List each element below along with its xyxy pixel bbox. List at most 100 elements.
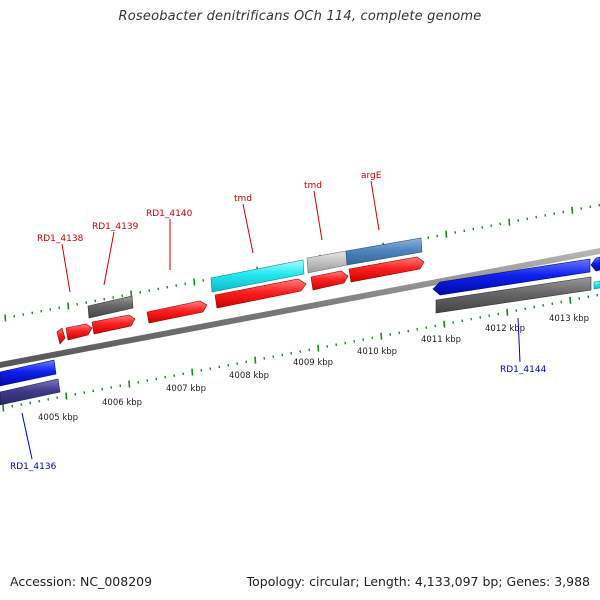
lower-tick xyxy=(290,351,293,355)
leader-rd1-4144 xyxy=(517,317,521,363)
gene-rd1-4140[interactable] xyxy=(146,300,208,324)
upper-tick xyxy=(85,301,88,304)
lower-tick xyxy=(110,386,113,389)
lower-tick xyxy=(398,331,401,335)
cds-right-edge[interactable] xyxy=(593,280,600,290)
upper-tick xyxy=(544,214,547,217)
lower-tick xyxy=(47,398,50,401)
lower-tick xyxy=(551,302,554,306)
upper-tick xyxy=(499,222,502,226)
lower-tick xyxy=(416,327,419,331)
ruler-labels: 4005 kbp 4006 kbp 4007 kbp 4008 kbp 4009… xyxy=(38,314,589,423)
gene-arge[interactable] xyxy=(348,256,425,283)
lower-tick xyxy=(173,374,176,377)
lower-tick xyxy=(146,379,149,382)
lower-tick xyxy=(389,333,392,336)
cds-rd1-4136[interactable] xyxy=(0,378,61,406)
upper-tick xyxy=(598,203,600,207)
label-arge[interactable]: argE xyxy=(361,171,382,181)
cds-rd1-4139[interactable] xyxy=(87,295,134,319)
lower-tick xyxy=(128,380,131,388)
upper-tick xyxy=(526,217,529,221)
lower-tick xyxy=(425,326,428,329)
lower-tick xyxy=(542,304,545,307)
cds-arge[interactable] xyxy=(345,237,423,266)
ruler-label-4009: 4009 kbp xyxy=(293,358,333,368)
lower-tick xyxy=(353,339,356,343)
label-rd1-4140[interactable]: RD1_4140 xyxy=(146,209,193,219)
map-title: Roseobacter denitrificans OCh 114, compl… xyxy=(118,9,482,24)
upper-tick xyxy=(193,278,196,286)
gene-tmd-1[interactable] xyxy=(214,278,307,309)
label-tmd-2[interactable]: tmd xyxy=(304,181,322,191)
lower-tick xyxy=(560,300,563,304)
label-tmd-1[interactable]: tmd xyxy=(234,194,252,204)
leader-tmd-2 xyxy=(313,190,323,241)
upper-tick xyxy=(508,218,511,226)
gene-tmd-2[interactable] xyxy=(310,270,349,291)
lower-tick xyxy=(344,341,347,345)
upper-tick xyxy=(121,294,124,298)
upper-tick xyxy=(148,289,151,292)
lower-tick xyxy=(272,355,275,359)
upper-tick xyxy=(589,205,592,209)
upper-tick xyxy=(580,207,583,210)
lower-tick xyxy=(470,317,473,321)
lower-tick xyxy=(155,377,158,381)
label-rd1-4138[interactable]: RD1_4138 xyxy=(37,234,84,244)
leader-tmd-1 xyxy=(242,203,254,254)
lower-tick xyxy=(200,369,203,372)
lower-tick xyxy=(497,312,500,316)
upper-tick xyxy=(40,309,43,313)
lower-tick xyxy=(380,332,383,340)
cds-tmd-2[interactable] xyxy=(306,250,348,274)
lower-tick xyxy=(137,381,140,384)
lower-tick xyxy=(434,324,437,328)
upper-tick xyxy=(22,313,25,316)
lower-tick xyxy=(119,384,122,388)
upper-tick xyxy=(49,308,52,311)
lower-tick xyxy=(317,344,320,352)
upper-tick xyxy=(139,291,142,294)
lower-tick xyxy=(407,329,410,333)
lower-tick xyxy=(506,308,509,316)
label-rd1-4139[interactable]: RD1_4139 xyxy=(92,222,139,232)
lower-tick xyxy=(569,296,572,304)
lower-tick xyxy=(101,387,104,391)
gene-rd1-4144[interactable] xyxy=(432,258,591,296)
lower-tick xyxy=(488,314,491,318)
lower-tick xyxy=(578,297,581,300)
lower-tick xyxy=(20,403,23,406)
lower-tick xyxy=(11,404,14,408)
lower-tick xyxy=(587,295,590,299)
cds-rd1-4144[interactable] xyxy=(435,276,592,314)
ruler-label-4005: 4005 kbp xyxy=(38,413,78,423)
gene-rd1-4137[interactable] xyxy=(56,327,66,345)
upper-tick xyxy=(571,206,574,214)
upper-tick xyxy=(535,215,538,219)
lower-tick xyxy=(281,353,284,357)
leader-rd1-4139 xyxy=(103,231,115,286)
upper-tick xyxy=(58,306,61,310)
gene-right-edge[interactable] xyxy=(590,256,600,272)
lower-tick xyxy=(479,316,482,319)
lower-tick xyxy=(92,389,95,393)
lower-tick xyxy=(596,293,599,297)
upper-tick xyxy=(454,231,457,234)
ruler-label-4012: 4012 kbp xyxy=(485,324,525,334)
ruler-label-4011: 4011 kbp xyxy=(421,335,461,345)
cds-tmd-1[interactable] xyxy=(210,259,305,293)
lower-tick xyxy=(362,338,365,341)
label-rd1-4136[interactable]: RD1_4136 xyxy=(10,462,57,472)
lower-tick xyxy=(236,362,239,365)
gene-rd1-4136[interactable] xyxy=(0,359,57,387)
upper-tick xyxy=(94,299,97,303)
upper-tick xyxy=(76,302,79,306)
accession-text: Accession: NC_008209 xyxy=(10,574,153,589)
lower-tick xyxy=(218,365,221,369)
gene-rd1-4138[interactable] xyxy=(65,323,93,341)
label-rd1-4144[interactable]: RD1_4144 xyxy=(500,365,547,375)
gene-rd1-4139[interactable] xyxy=(91,314,136,335)
upper-tick xyxy=(184,282,187,286)
